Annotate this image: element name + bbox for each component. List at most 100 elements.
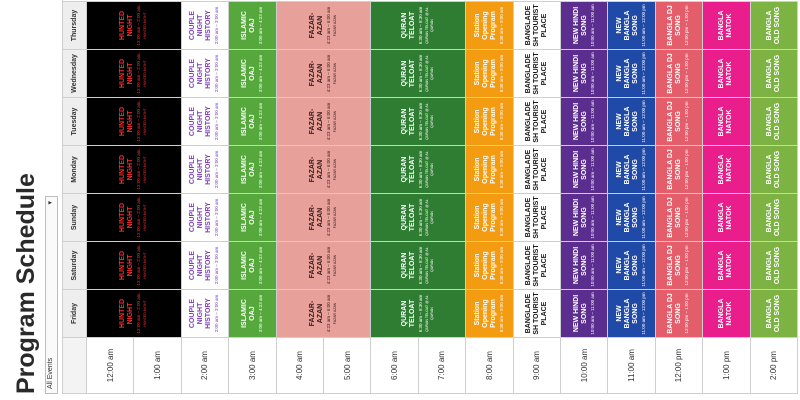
program-block[interactable]: FAZAR-AZAN 4:23 am – 6:00 am FAZAR AZAN xyxy=(276,241,372,289)
program-block[interactable]: ISLAMIC OAJ 3:00 am – 4:23 am xyxy=(229,97,277,145)
program-block[interactable]: HUNTED NIGHT 12:00 am – 2:00 am HUNTED NIG… xyxy=(87,97,182,145)
program-block[interactable]: NEW BANGLA SONG 11:00 am – 12:00 pm xyxy=(608,97,656,145)
program-block[interactable]: Station Opening Program 8:30 am – 9:00 am xyxy=(466,97,514,145)
program-block[interactable]: BANGLA NATOK xyxy=(703,241,751,289)
program-block[interactable]: BANGLA DJ SONG 12:00 pm – 1:00 pm xyxy=(655,49,704,97)
time-label: 6:00 am xyxy=(371,337,419,393)
program-block[interactable]: ISLAMIC OAJ 3:00 am – 4:23 am xyxy=(229,289,277,337)
program-block[interactable]: BANGLA OLD SONG xyxy=(750,1,798,49)
program-name: HUNTED NIGHT xyxy=(119,298,135,329)
program-block[interactable]: Station Opening Program 8:30 am – 9:00 am xyxy=(466,145,514,193)
program-block[interactable]: BANGLADESH TOURIST PLACE xyxy=(513,97,561,145)
program-block[interactable]: HUNTED NIGHT 12:00 am – 2:00 am HUNTED NIG… xyxy=(87,193,182,241)
program-block[interactable]: BANGLA NATOK xyxy=(703,97,751,145)
program-block[interactable]: ISLAMIC OAJ 3:00 am – 4:23 am xyxy=(229,193,277,241)
program-block[interactable]: QURAN TELOAT 6:30 am – 8:30 am QURAN TELOA… xyxy=(371,289,467,337)
program-block[interactable]: NEW HINDI SONG 10:00 am – 11:00 am xyxy=(561,145,609,193)
program-block[interactable]: QURAN TELOAT 6:30 am – 8:30 am QURAN TELOA… xyxy=(371,97,467,145)
program-block[interactable]: Station Opening Program 8:30 am – 9:00 am xyxy=(466,49,514,97)
program-block[interactable]: FAZAR-AZAN 4:23 am – 6:00 am FAZAR AZAN xyxy=(276,145,372,193)
program-block[interactable]: NEW BANGLA SONG 11:00 am – 12:00 pm xyxy=(608,1,656,49)
program-block[interactable]: QURAN TELOAT 6:30 am – 8:30 am QURAN TELOA… xyxy=(371,145,467,193)
program-block[interactable]: COUPLE NIGHT HISTORY 2:00 am – 3:00 am xyxy=(181,97,230,145)
program-block[interactable]: BANGLA DJ SONG 12:00 pm – 1:00 pm xyxy=(655,145,704,193)
program-block[interactable]: BANGLA NATOK xyxy=(703,1,751,49)
program-block[interactable]: Station Opening Program 8:30 am – 9:00 am xyxy=(466,241,514,289)
program-block[interactable]: BANGLA NATOK xyxy=(703,49,751,97)
program-block[interactable]: NEW BANGLA SONG 11:00 am – 12:00 pm xyxy=(608,193,656,241)
program-block[interactable]: BANGLA DJ SONG 12:00 pm – 1:00 pm xyxy=(655,289,704,337)
program-name: FAZAR-AZAN xyxy=(308,108,324,135)
program-block[interactable]: BANGLADESH TOURIST PLACE xyxy=(513,1,561,49)
program-block[interactable]: Station Opening Program 8:30 am – 9:00 am xyxy=(466,289,514,337)
program-block[interactable]: HUNTED NIGHT 12:00 am – 2:00 am HUNTED NIG… xyxy=(87,289,182,337)
program-block[interactable]: BANGLADESH TOURIST PLACE xyxy=(513,193,561,241)
program-block[interactable]: FAZAR-AZAN 4:23 am – 6:00 am FAZAR AZAN xyxy=(276,1,372,49)
program-block[interactable]: FAZAR-AZAN 4:23 am – 6:00 am FAZAR AZAN xyxy=(276,193,372,241)
program-name: COUPLE NIGHT HISTORY xyxy=(189,250,213,281)
program-name: BANGLA DJ SONG xyxy=(667,149,683,190)
program-name: COUPLE NIGHT HISTORY xyxy=(189,58,213,89)
program-block[interactable]: NEW HINDI SONG 10:00 am – 11:00 am xyxy=(561,49,609,97)
program-block[interactable]: QURAN TELOAT 6:30 am – 8:30 am QURAN TELOA… xyxy=(371,49,467,97)
program-block[interactable]: BANGLA OLD SONG xyxy=(750,193,798,241)
events-filter-select[interactable]: All Events ▾ xyxy=(45,196,58,394)
program-block[interactable]: BANGLA DJ SONG 12:00 pm – 1:00 pm xyxy=(655,193,704,241)
program-block[interactable]: HUNTED NIGHT 12:00 am – 2:00 am HUNTED NIG… xyxy=(87,145,182,193)
program-block[interactable]: BANGLA OLD SONG xyxy=(750,49,798,97)
program-block[interactable]: NEW HINDI SONG 10:00 am – 11:00 am xyxy=(561,97,609,145)
program-block[interactable]: BANGLA OLD SONG xyxy=(750,289,798,337)
program-block[interactable]: BANGLA NATOK xyxy=(703,193,751,241)
program-block[interactable]: NEW BANGLA SONG 11:00 am – 12:00 pm xyxy=(608,289,656,337)
program-name: Station Opening Program xyxy=(473,59,497,88)
program-subtitle: HUNTED NIGHT xyxy=(143,108,148,135)
program-block[interactable]: HUNTED NIGHT 12:00 am – 2:00 am HUNTED NIG… xyxy=(87,241,182,289)
program-block[interactable]: ISLAMIC OAJ 3:00 am – 4:23 am xyxy=(229,1,277,49)
program-block[interactable]: FAZAR-AZAN 4:23 am – 6:00 am FAZAR AZAN xyxy=(276,289,372,337)
program-block[interactable]: QURAN TELOAT 6:30 am – 8:30 am QURAN TELOA… xyxy=(371,1,467,49)
program-block[interactable]: NEW BANGLA SONG 11:00 am – 12:00 pm xyxy=(608,241,656,289)
program-block[interactable]: FAZAR-AZAN 4:23 am – 6:00 am FAZAR AZAN xyxy=(276,49,372,97)
program-block[interactable]: BANGLA NATOK xyxy=(703,145,751,193)
program-block[interactable]: Station Opening Program 8:30 am – 9:00 am xyxy=(466,193,514,241)
program-block[interactable]: COUPLE NIGHT HISTORY 2:00 am – 3:00 am xyxy=(181,193,230,241)
program-block[interactable]: NEW HINDI SONG 10:00 am – 11:00 am xyxy=(561,1,609,49)
program-block[interactable]: BANGLA OLD SONG xyxy=(750,97,798,145)
program-block[interactable]: NEW BANGLA SONG 11:00 am – 12:00 pm xyxy=(608,49,656,97)
program-subtitle: FAZAR AZAN xyxy=(332,158,337,181)
program-block[interactable]: COUPLE NIGHT HISTORY 2:00 am – 3:00 am xyxy=(181,1,230,49)
program-block[interactable]: ISLAMIC OAJ 3:00 am – 4:23 am xyxy=(229,49,277,97)
program-time: 8:30 am – 9:00 am xyxy=(498,102,504,141)
program-block[interactable]: NEW BANGLA SONG 11:00 am – 12:00 pm xyxy=(608,145,656,193)
program-block[interactable]: HUNTED NIGHT 12:00 am – 2:00 am HUNTED NIG… xyxy=(87,1,182,49)
program-block[interactable]: ISLAMIC OAJ 3:00 am – 4:23 am xyxy=(229,241,277,289)
program-block[interactable]: COUPLE NIGHT HISTORY 2:00 am – 3:00 am xyxy=(181,145,230,193)
program-block[interactable]: BANGLADESH TOURIST PLACE xyxy=(513,241,561,289)
program-block[interactable]: BANGLA DJ SONG 12:00 pm – 1:00 pm xyxy=(655,97,704,145)
program-time: 10:00 am – 11:00 am xyxy=(589,4,595,47)
grid-corner xyxy=(63,337,87,393)
program-block[interactable]: BANGLA OLD SONG xyxy=(750,241,798,289)
program-name: HUNTED NIGHT xyxy=(119,10,135,41)
program-block[interactable]: BANGLA OLD SONG xyxy=(750,145,798,193)
program-block[interactable]: QURAN TELOAT 6:30 am – 8:30 am QURAN TELOA… xyxy=(371,241,467,289)
program-block[interactable]: HUNTED NIGHT 12:00 am – 2:00 am HUNTED NIG… xyxy=(87,49,182,97)
program-block[interactable]: COUPLE NIGHT HISTORY 2:00 am – 3:00 am xyxy=(181,289,230,337)
program-block[interactable]: BANGLA DJ SONG 12:00 pm – 1:00 pm xyxy=(655,241,704,289)
program-block[interactable]: COUPLE NIGHT HISTORY 2:00 am – 3:00 am xyxy=(181,241,230,289)
program-block[interactable]: ISLAMIC OAJ 3:00 am – 4:23 am xyxy=(229,145,277,193)
program-block[interactable]: NEW HINDI SONG 10:00 am – 11:00 am xyxy=(561,193,609,241)
program-block[interactable]: Station Opening Program 8:30 am – 9:00 am xyxy=(466,1,514,49)
program-time: 12:00 am – 2:00 am xyxy=(136,197,142,238)
program-block[interactable]: BANGLADESH TOURIST PLACE xyxy=(513,49,561,97)
program-block[interactable]: QURAN TELOAT 6:30 am – 8:30 am QURAN TELOA… xyxy=(371,193,467,241)
program-block[interactable]: FAZAR-AZAN 4:23 am – 6:00 am FAZAR AZAN xyxy=(276,97,372,145)
program-block[interactable]: BANGLA NATOK xyxy=(703,289,751,337)
program-block[interactable]: BANGLADESH TOURIST PLACE xyxy=(513,145,561,193)
program-block[interactable]: BANGLADESH TOURIST PLACE xyxy=(513,289,561,337)
program-block[interactable]: NEW HINDI SONG 10:00 am – 11:00 am xyxy=(561,289,609,337)
program-block[interactable]: BANGLA DJ SONG 12:00 pm – 1:00 pm xyxy=(655,1,704,49)
program-block[interactable]: NEW HINDI SONG 10:00 am – 11:00 am xyxy=(561,241,609,289)
program-time: 12:00 am – 2:00 am xyxy=(136,5,142,46)
program-block[interactable]: COUPLE NIGHT HISTORY 2:00 am – 3:00 am xyxy=(181,49,230,97)
